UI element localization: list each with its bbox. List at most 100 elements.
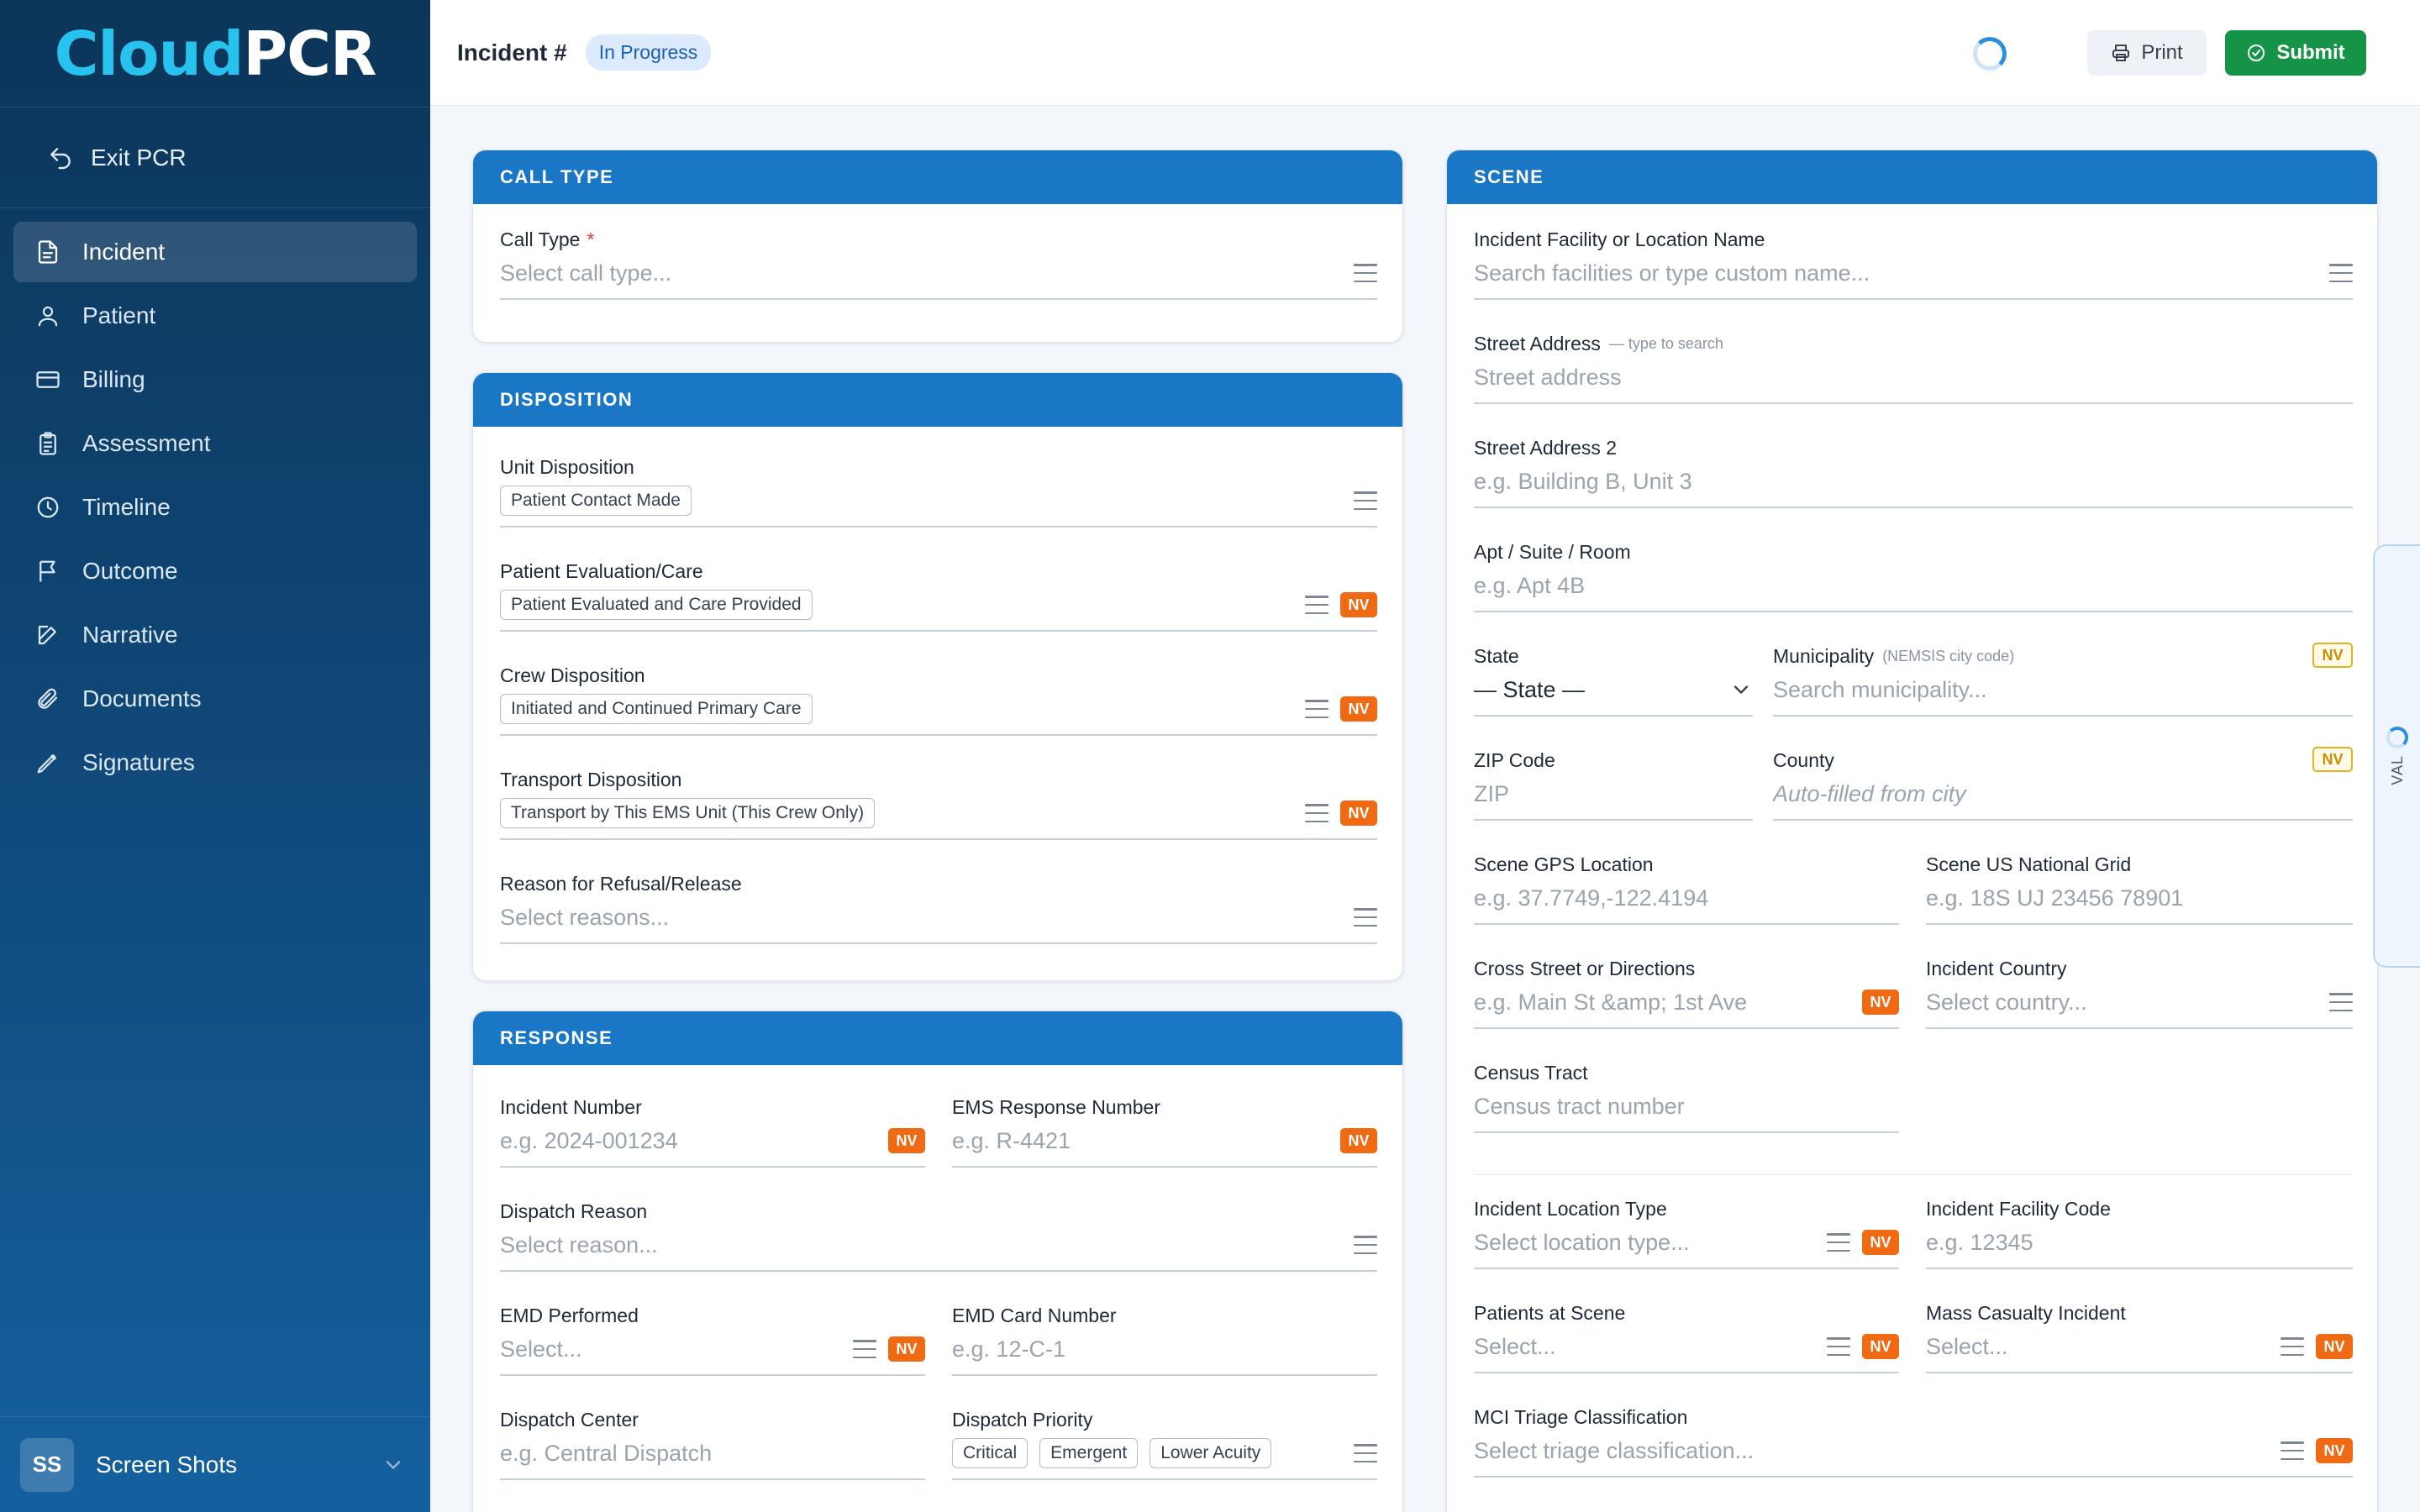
sidebar-item-incident[interactable]: Incident bbox=[13, 222, 417, 282]
dispatch-reason-select[interactable]: Select reason... bbox=[500, 1220, 1377, 1272]
dispatch-priority-select[interactable]: Critical Emergent Lower Acuity bbox=[952, 1428, 1377, 1480]
nv-button[interactable]: NV bbox=[1340, 592, 1377, 617]
location-type-select[interactable]: Select location type... NV bbox=[1474, 1217, 1899, 1269]
scene-card: SCENE Incident Facility or Location Name… bbox=[1446, 150, 2378, 1512]
incident-country-select[interactable]: Select country... bbox=[1926, 977, 2353, 1029]
nv-button[interactable]: NV bbox=[1862, 1334, 1899, 1359]
call-type-select[interactable]: Select call type... bbox=[500, 248, 1377, 300]
crew-disposition-label: Crew Disposition bbox=[500, 664, 645, 686]
loading-spinner-icon bbox=[1973, 37, 2007, 71]
list-icon[interactable] bbox=[2329, 264, 2353, 282]
incident-country-field: Incident Country Select country... bbox=[1926, 955, 2353, 1029]
nv-button[interactable]: NV bbox=[888, 1128, 925, 1153]
priority-option-chip[interactable]: Emergent bbox=[1039, 1438, 1139, 1468]
nv-button[interactable]: NV bbox=[1340, 1128, 1377, 1153]
crew-disposition-select[interactable]: Initiated and Continued Primary Care NV bbox=[500, 684, 1377, 736]
facility-code-input[interactable]: e.g. 12345 bbox=[1926, 1217, 2353, 1269]
sidebar-item-patient[interactable]: Patient bbox=[13, 286, 417, 346]
street-address-2-input[interactable]: e.g. Building B, Unit 3 bbox=[1474, 456, 2353, 508]
list-icon[interactable] bbox=[1305, 596, 1328, 614]
list-icon[interactable] bbox=[1354, 908, 1377, 927]
nv-button[interactable]: NV bbox=[1340, 696, 1377, 722]
sidebar-nav: Incident Patient Billing Assessment Time… bbox=[0, 208, 430, 793]
nv-button[interactable]: NV bbox=[1862, 1230, 1899, 1255]
gps-location-input[interactable]: e.g. 37.7749,-122.4194 bbox=[1474, 873, 1899, 925]
back-arrow-icon bbox=[47, 144, 74, 171]
mass-casualty-select[interactable]: Select... NV bbox=[1926, 1321, 2353, 1373]
sidebar-item-signatures[interactable]: Signatures bbox=[13, 732, 417, 793]
sidebar-item-documents[interactable]: Documents bbox=[13, 669, 417, 729]
state-select[interactable]: — State — bbox=[1474, 664, 1753, 717]
ems-response-number-input[interactable]: e.g. R-4421 NV bbox=[952, 1116, 1377, 1168]
validation-panel-tab[interactable]: VAL bbox=[2373, 544, 2420, 968]
nv-button[interactable]: NV bbox=[2316, 1438, 2353, 1463]
card-heading: RESPONSE bbox=[473, 1011, 1402, 1065]
list-icon[interactable] bbox=[1305, 700, 1328, 718]
nv-button[interactable]: NV bbox=[1340, 801, 1377, 826]
census-tract-input[interactable]: Census tract number bbox=[1474, 1081, 1899, 1133]
dispatch-center-input[interactable]: e.g. Central Dispatch bbox=[500, 1428, 925, 1480]
emd-card-number-input[interactable]: e.g. 12-C-1 bbox=[952, 1324, 1377, 1376]
county-input[interactable]: Auto-filled from city bbox=[1773, 769, 2353, 821]
list-icon[interactable] bbox=[2281, 1337, 2304, 1356]
facility-name-input[interactable]: Search facilities or type custom name... bbox=[1474, 248, 2353, 300]
facility-code-field: Incident Facility Code e.g. 12345 bbox=[1926, 1195, 2353, 1269]
sidebar-item-assessment[interactable]: Assessment bbox=[13, 413, 417, 474]
incident-number-label: Incident Number bbox=[500, 1095, 642, 1118]
cross-street-input[interactable]: e.g. Main St &amp; 1st Ave NV bbox=[1474, 977, 1899, 1029]
document-icon bbox=[35, 239, 60, 265]
response-card: RESPONSE Incident Number e.g. 2024-00123… bbox=[472, 1011, 1403, 1512]
selected-chip: Initiated and Continued Primary Care bbox=[500, 694, 813, 724]
refusal-reason-select[interactable]: Select reasons... bbox=[500, 892, 1377, 944]
unit-disposition-select[interactable]: Patient Contact Made bbox=[500, 475, 1377, 528]
sidebar-item-narrative[interactable]: Narrative bbox=[13, 605, 417, 665]
nv-button[interactable]: NV bbox=[2316, 1334, 2353, 1359]
emd-performed-select[interactable]: Select... NV bbox=[500, 1324, 925, 1376]
dispatch-reason-label: Dispatch Reason bbox=[500, 1200, 648, 1222]
priority-option-chip[interactable]: Lower Acuity bbox=[1150, 1438, 1272, 1468]
list-icon[interactable] bbox=[853, 1340, 876, 1358]
list-icon[interactable] bbox=[2329, 993, 2353, 1011]
street-address-field: Street Address — type to search Street ad… bbox=[1474, 330, 2353, 404]
nv-button[interactable]: NV bbox=[2312, 747, 2353, 772]
zip-code-field: ZIP Code ZIP bbox=[1474, 747, 1753, 821]
nv-button[interactable]: NV bbox=[2312, 643, 2353, 668]
incident-number-input[interactable]: e.g. 2024-001234 NV bbox=[500, 1116, 925, 1168]
list-icon[interactable] bbox=[2281, 1441, 2304, 1460]
list-icon[interactable] bbox=[1305, 804, 1328, 822]
card-heading: SCENE bbox=[1447, 150, 2377, 204]
sidebar-item-timeline[interactable]: Timeline bbox=[13, 477, 417, 538]
patients-at-scene-select[interactable]: Select... NV bbox=[1474, 1321, 1899, 1373]
county-label: County bbox=[1773, 748, 1834, 771]
user-menu[interactable]: SS Screen Shots bbox=[0, 1416, 430, 1512]
triage-classification-select[interactable]: Select triage classification... NV bbox=[1474, 1425, 2353, 1478]
municipality-input[interactable]: Search municipality... bbox=[1773, 664, 2353, 717]
apt-suite-input[interactable]: e.g. Apt 4B bbox=[1474, 560, 2353, 612]
list-icon[interactable] bbox=[1354, 264, 1377, 282]
list-icon[interactable] bbox=[1827, 1337, 1850, 1356]
list-icon[interactable] bbox=[1354, 491, 1377, 510]
national-grid-input[interactable]: e.g. 18S UJ 23456 78901 bbox=[1926, 873, 2353, 925]
avatar: SS bbox=[20, 1437, 74, 1492]
location-type-field: Incident Location Type Select location t… bbox=[1474, 1195, 1899, 1269]
sidebar-item-outcome[interactable]: Outcome bbox=[13, 541, 417, 601]
sidebar-item-label: Documents bbox=[82, 685, 202, 711]
nv-button[interactable]: NV bbox=[888, 1336, 925, 1362]
zip-code-input[interactable]: ZIP bbox=[1474, 769, 1753, 821]
transport-disposition-select[interactable]: Transport by This EMS Unit (This Crew On… bbox=[500, 788, 1377, 840]
list-icon[interactable] bbox=[1354, 1444, 1377, 1462]
nv-button[interactable]: NV bbox=[1862, 990, 1899, 1015]
apt-suite-field: Apt / Suite / Room e.g. Apt 4B bbox=[1474, 538, 2353, 612]
street-address-input[interactable]: Street address bbox=[1474, 352, 2353, 404]
priority-option-chip[interactable]: Critical bbox=[952, 1438, 1028, 1468]
logo-text-pcr: PCR bbox=[243, 18, 376, 89]
exit-pcr-button[interactable]: Exit PCR bbox=[0, 108, 430, 208]
patient-evaluation-select[interactable]: Patient Evaluated and Care Provided NV bbox=[500, 580, 1377, 632]
print-button[interactable]: Print bbox=[2087, 30, 2207, 76]
municipality-label: Municipality bbox=[1773, 644, 1875, 667]
list-icon[interactable] bbox=[1827, 1233, 1850, 1252]
sidebar-item-billing[interactable]: Billing bbox=[13, 349, 417, 410]
list-icon[interactable] bbox=[1354, 1236, 1377, 1254]
sidebar: Cloud PCR Exit PCR Incident Patient Billi… bbox=[0, 0, 430, 1512]
submit-button[interactable]: Submit bbox=[2225, 30, 2366, 76]
